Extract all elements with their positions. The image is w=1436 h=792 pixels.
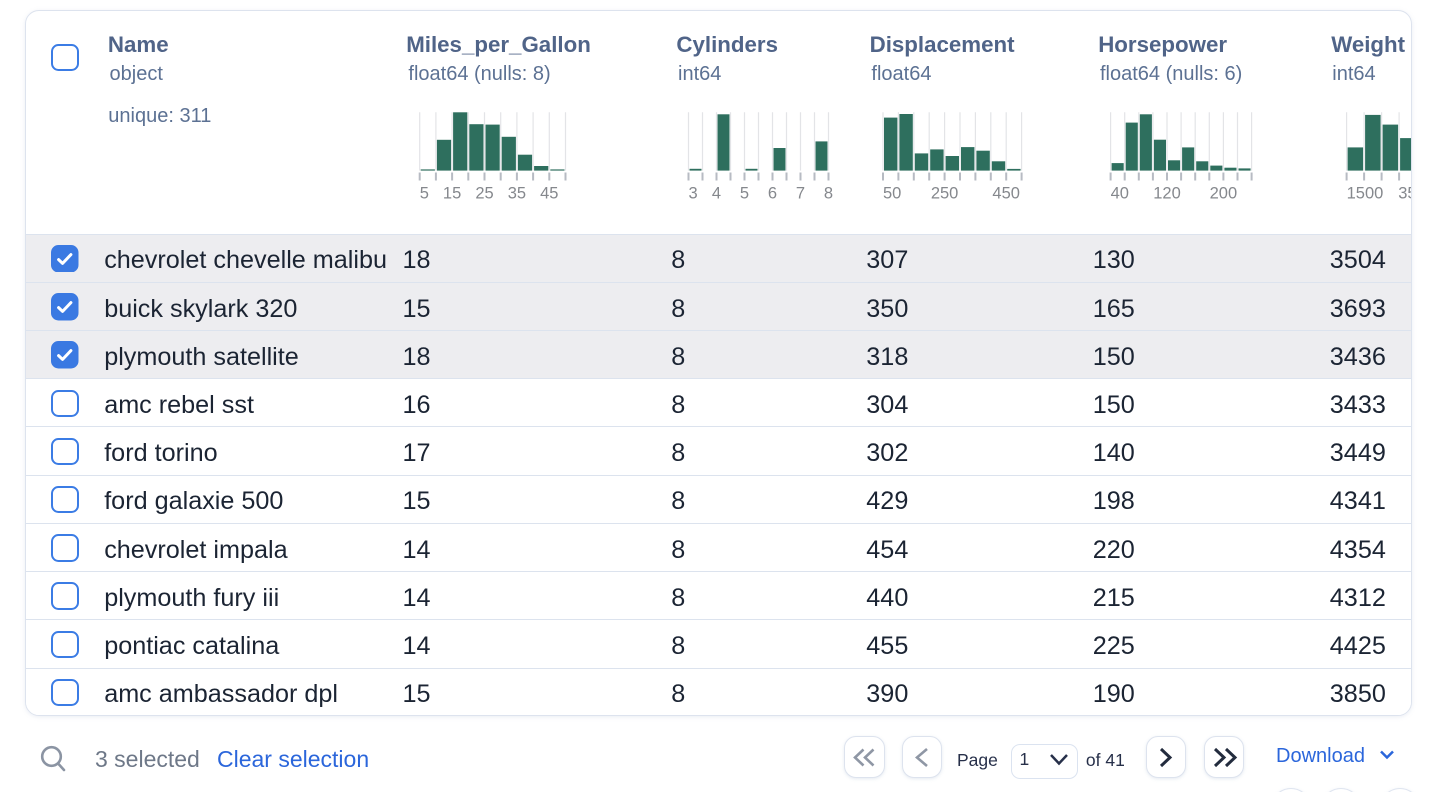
svg-text:1500: 1500 — [1347, 185, 1384, 203]
svg-text:3: 3 — [689, 185, 698, 203]
svg-text:50: 50 — [883, 185, 901, 203]
svg-text:250: 250 — [931, 185, 959, 203]
svg-text:8: 8 — [824, 185, 833, 203]
svg-text:4: 4 — [712, 185, 721, 203]
svg-text:25: 25 — [475, 185, 493, 203]
svg-text:3500: 3500 — [1398, 185, 1412, 203]
svg-text:5: 5 — [420, 185, 429, 203]
svg-text:200: 200 — [1210, 185, 1238, 203]
svg-text:450: 450 — [992, 185, 1020, 203]
svg-text:35: 35 — [508, 185, 526, 203]
svg-text:7: 7 — [796, 185, 805, 203]
svg-text:45: 45 — [540, 185, 558, 203]
svg-text:6: 6 — [768, 185, 777, 203]
svg-text:15: 15 — [443, 185, 461, 203]
svg-text:40: 40 — [1111, 185, 1129, 203]
svg-text:5: 5 — [740, 185, 749, 203]
svg-text:120: 120 — [1153, 185, 1181, 203]
